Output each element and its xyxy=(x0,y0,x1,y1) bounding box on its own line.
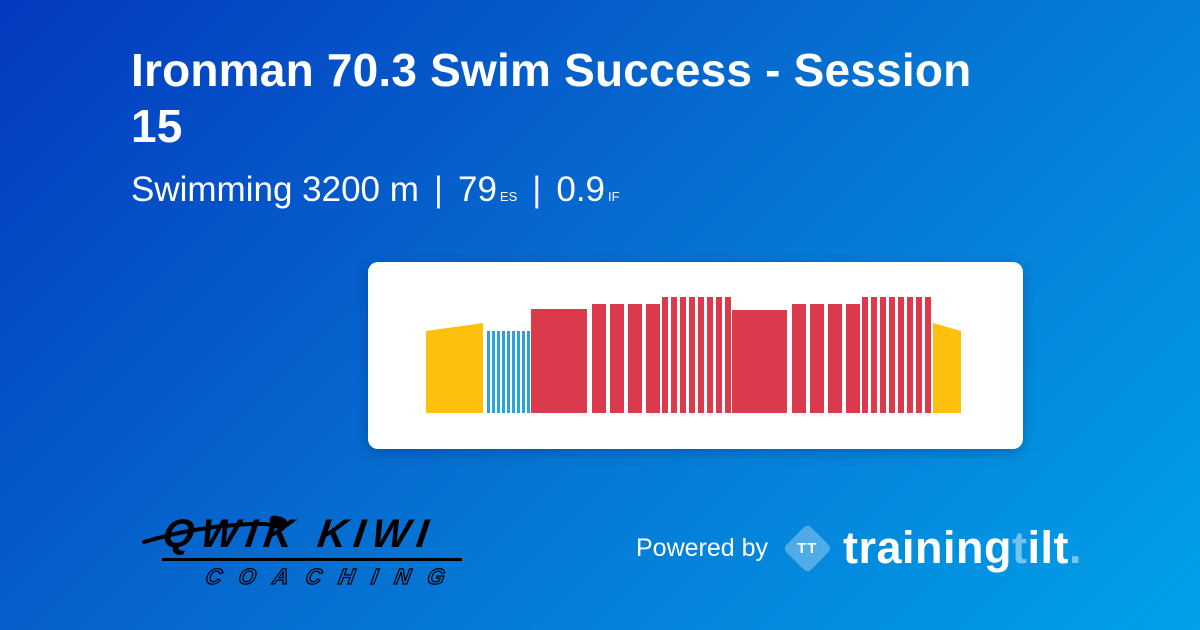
chart-bar xyxy=(846,304,860,413)
chart-bar xyxy=(610,304,624,413)
chart-bar xyxy=(517,331,520,413)
chart-bar xyxy=(527,331,530,413)
chart-bar xyxy=(497,331,500,413)
chart-bar xyxy=(916,297,922,413)
session-summary: Swimming 3200 m | 79 ES | 0.9 IF xyxy=(131,170,1071,210)
chart-bar xyxy=(628,304,642,413)
chart-bar xyxy=(716,297,722,413)
chart-bar xyxy=(662,297,668,413)
chart-bar xyxy=(725,297,731,413)
coach-logo: QWIK KIWI COACHING xyxy=(142,512,465,590)
chart-bar xyxy=(862,297,868,413)
kiwi-swoosh-icon xyxy=(142,515,288,544)
powered-by-row: Powered by TT trainingtilt. xyxy=(636,520,1082,576)
trainingtilt-wordmark: trainingtilt. xyxy=(843,522,1082,574)
chart-bar xyxy=(907,297,913,413)
activity-distance: Swimming 3200 m xyxy=(131,170,419,209)
page-title-line1: Ironman 70.3 Swim Success - Session xyxy=(131,44,972,96)
chart-bar xyxy=(522,331,525,413)
workout-chart xyxy=(426,297,961,413)
chart-bar xyxy=(880,297,886,413)
wordmark-part3: ilt xyxy=(1027,522,1070,573)
separator: | xyxy=(532,170,542,209)
es-value: 79 xyxy=(457,170,497,209)
separator: | xyxy=(433,170,443,209)
header: Ironman 70.3 Swim Success - Session 15 S… xyxy=(131,42,1071,210)
chart-bar xyxy=(680,297,686,413)
page-title: Ironman 70.3 Swim Success - Session 15 xyxy=(131,42,1071,154)
if-value: 0.9 xyxy=(556,170,606,209)
chart-bar xyxy=(792,304,806,413)
chart-bar xyxy=(507,331,510,413)
chart-bar xyxy=(689,297,695,413)
chart-bar xyxy=(592,304,606,413)
chart-bar xyxy=(671,297,677,413)
chart-bar xyxy=(512,331,515,413)
chart-bar xyxy=(531,309,587,413)
chart-bar xyxy=(889,297,895,413)
chart-bar xyxy=(925,297,931,413)
page-title-line2: 15 xyxy=(131,100,183,152)
wordmark-part4: . xyxy=(1069,522,1083,573)
chart-bar xyxy=(502,331,505,413)
wordmark-part1: training xyxy=(843,522,1013,573)
coach-logo-underline xyxy=(162,558,462,561)
powered-by-label: Powered by xyxy=(636,533,769,562)
chart-bar xyxy=(492,331,495,413)
chart-bar xyxy=(707,297,713,413)
trainingtilt-diamond-icon: TT xyxy=(782,523,833,573)
chart-bar xyxy=(487,331,490,413)
chart-bar xyxy=(810,304,824,413)
trainingtilt-diamond-text: TT xyxy=(797,539,818,557)
chart-bar xyxy=(426,323,483,413)
chart-bar xyxy=(732,310,787,413)
chart-bar xyxy=(933,323,961,413)
if-unit-label: IF xyxy=(608,189,620,204)
wordmark-part2: t xyxy=(1012,522,1028,573)
chart-bar xyxy=(698,297,704,413)
es-unit-label: ES xyxy=(499,189,518,204)
chart-bar xyxy=(646,304,660,413)
chart-bar xyxy=(828,304,842,413)
coach-logo-name: QWIK KIWI xyxy=(159,512,439,556)
chart-bar xyxy=(898,297,904,413)
chart-bar xyxy=(871,297,877,413)
workout-card xyxy=(368,262,1023,449)
coach-logo-subtext: COACHING xyxy=(203,563,465,589)
